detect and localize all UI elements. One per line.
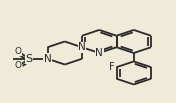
Text: O: O: [15, 47, 22, 56]
Text: O: O: [15, 61, 22, 70]
Text: N: N: [78, 42, 86, 52]
Text: N: N: [44, 54, 51, 64]
Text: N: N: [95, 48, 103, 58]
Text: S: S: [26, 54, 33, 64]
Text: F: F: [109, 62, 115, 72]
